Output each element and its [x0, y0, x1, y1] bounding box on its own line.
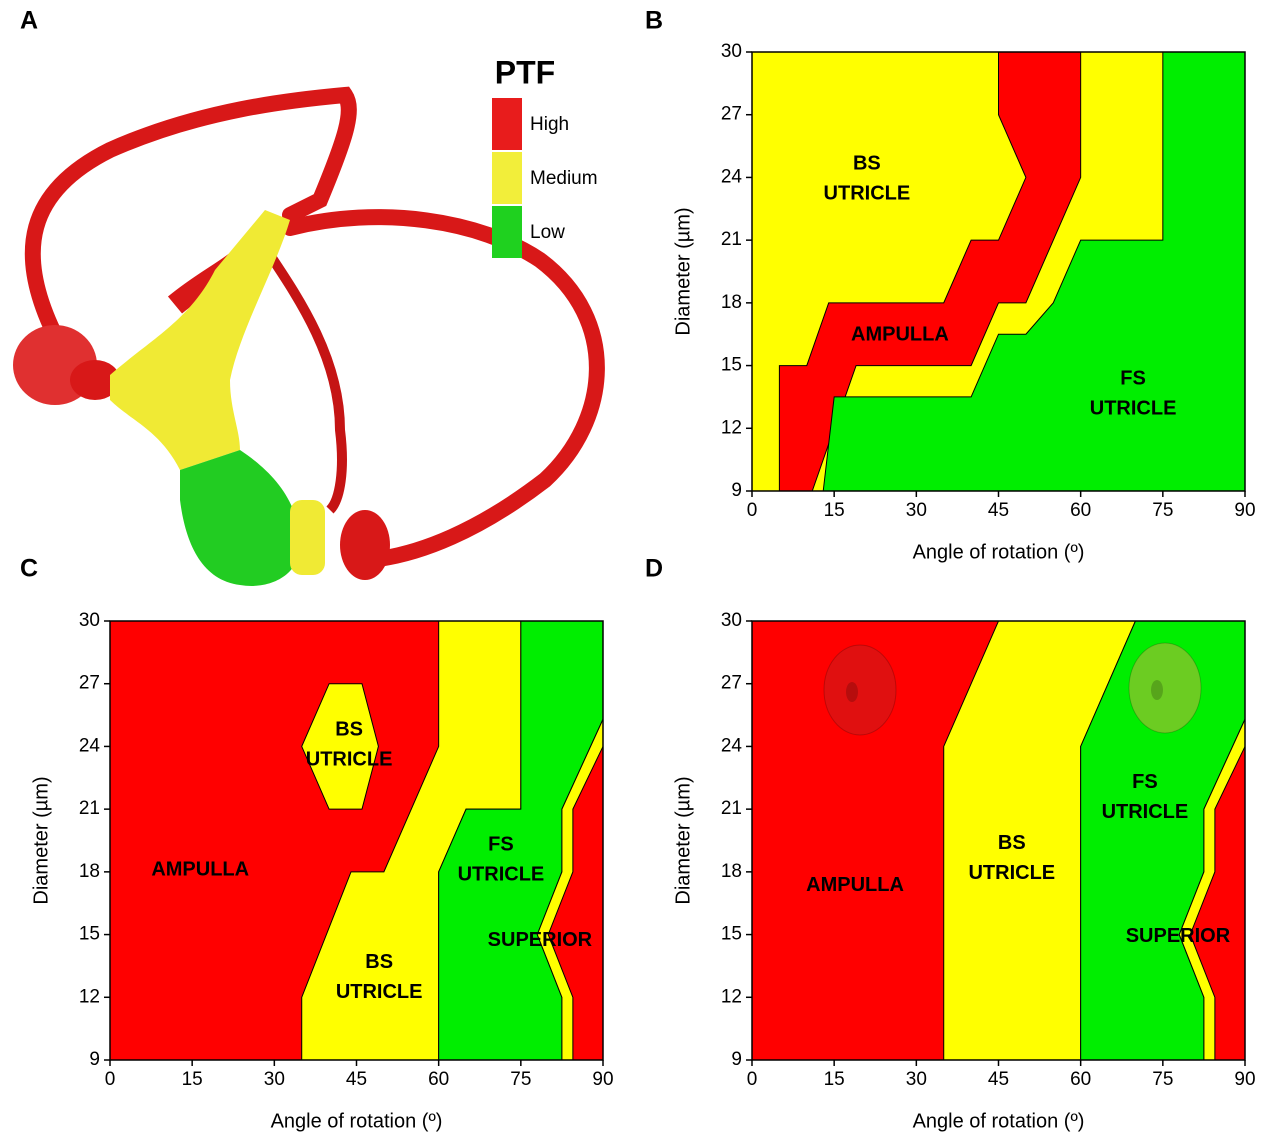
x-tick-label: 60: [1070, 500, 1091, 521]
y-axis-label: Diameter (µm): [672, 207, 694, 335]
y-tick-label: 21: [721, 229, 742, 250]
x-tick-label: 30: [906, 500, 927, 521]
y-tick-label: 27: [721, 673, 742, 694]
region-label: AMPULLA: [806, 874, 904, 896]
x-tick-label: 30: [264, 1069, 285, 1090]
legend-swatch: [492, 206, 522, 258]
region-label: AMPULLA: [851, 323, 949, 345]
x-tick-label: 45: [988, 500, 1009, 521]
region-label: BS: [998, 832, 1026, 854]
x-tick-label: 75: [1152, 500, 1173, 521]
region-label: UTRICLE: [1102, 801, 1189, 823]
head-icon: [824, 645, 896, 735]
legend-label: Medium: [530, 168, 598, 189]
y-axis-label: Diameter (µm): [672, 776, 694, 904]
x-tick-label: 15: [182, 1069, 203, 1090]
y-tick-label: 27: [721, 104, 742, 125]
x-tick-label: 75: [1152, 1069, 1173, 1090]
region-label: UTRICLE: [458, 864, 545, 886]
y-tick-label: 30: [79, 610, 100, 631]
x-axis-label: Angle of rotation (º): [913, 541, 1085, 563]
y-tick-label: 9: [89, 1049, 100, 1070]
y-tick-label: 24: [721, 166, 743, 187]
legend: High Medium Low: [492, 98, 598, 258]
x-tick-label: 75: [510, 1069, 531, 1090]
x-tick-label: 0: [105, 1069, 116, 1090]
region-label: AMPULLA: [151, 859, 249, 881]
region-label: UTRICLE: [968, 862, 1055, 884]
y-tick-label: 12: [721, 986, 742, 1007]
legend-title: PTF: [495, 54, 555, 90]
y-tick-label: 15: [79, 924, 100, 945]
y-tick-label: 12: [721, 417, 742, 438]
y-tick-label: 27: [79, 673, 100, 694]
y-axis-label: Diameter (µm): [30, 776, 52, 904]
panel-label: C: [20, 555, 38, 583]
head-ear: [1151, 680, 1163, 700]
legend-swatch: [492, 98, 522, 150]
x-tick-label: 60: [1070, 1069, 1091, 1090]
region-label: FS: [1132, 771, 1158, 793]
panel-label: D: [645, 555, 663, 583]
y-tick-label: 9: [731, 480, 742, 501]
panel-label: B: [645, 7, 663, 35]
y-tick-label: 18: [79, 861, 100, 882]
region-label: UTRICLE: [1090, 398, 1177, 420]
y-tick-label: 24: [721, 735, 743, 756]
x-tick-label: 45: [988, 1069, 1009, 1090]
y-tick-label: 15: [721, 355, 742, 376]
legend-swatch: [492, 152, 522, 204]
y-tick-label: 24: [79, 735, 101, 756]
y-tick-label: 12: [79, 986, 100, 1007]
region-label: SUPERIOR: [488, 929, 593, 951]
legend-label: High: [530, 114, 569, 135]
region-label: BS: [853, 153, 881, 175]
x-tick-label: 0: [747, 1069, 758, 1090]
x-tick-label: 90: [1234, 500, 1255, 521]
region-label: UTRICLE: [824, 183, 911, 205]
region-label: UTRICLE: [306, 749, 393, 771]
x-tick-label: 15: [824, 500, 845, 521]
x-axis-label: Angle of rotation (º): [271, 1110, 443, 1132]
head-icon: [1129, 643, 1201, 733]
panel-label: A: [20, 7, 38, 35]
legend-label: Low: [530, 222, 565, 243]
region-label: BS: [335, 719, 363, 741]
y-tick-label: 9: [731, 1049, 742, 1070]
y-tick-label: 21: [79, 798, 100, 819]
x-tick-label: 0: [747, 500, 758, 521]
y-tick-label: 18: [721, 292, 742, 313]
x-tick-label: 30: [906, 1069, 927, 1090]
region-label: UTRICLE: [336, 981, 423, 1003]
region-label: BS: [365, 951, 393, 973]
head-ear: [846, 682, 858, 702]
y-tick-label: 30: [721, 41, 742, 62]
x-tick-label: 90: [1234, 1069, 1255, 1090]
x-tick-label: 90: [592, 1069, 613, 1090]
x-tick-label: 15: [824, 1069, 845, 1090]
region-label: FS: [1120, 368, 1146, 390]
x-tick-label: 60: [428, 1069, 449, 1090]
y-tick-label: 30: [721, 610, 742, 631]
region-label: SUPERIOR: [1126, 925, 1231, 947]
figure: A PTF HighMediumLow B0153045607590912151…: [0, 0, 1269, 1137]
region-label: FS: [488, 834, 514, 856]
y-tick-label: 18: [721, 861, 742, 882]
y-tick-label: 15: [721, 924, 742, 945]
x-axis-label: Angle of rotation (º): [913, 1110, 1085, 1132]
x-tick-label: 45: [346, 1069, 367, 1090]
y-tick-label: 21: [721, 798, 742, 819]
